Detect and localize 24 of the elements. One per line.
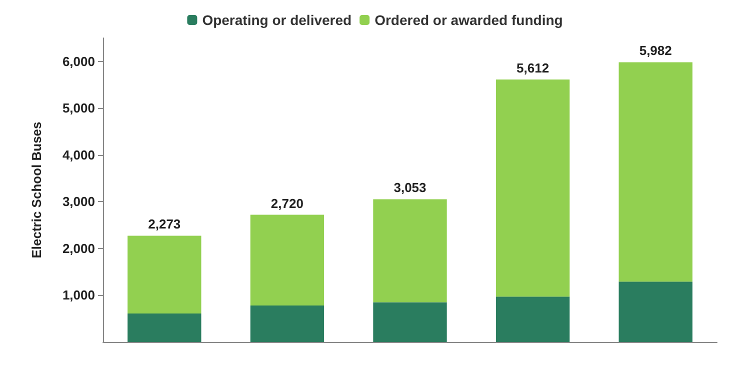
legend-label: Operating or delivered bbox=[202, 12, 352, 28]
total-label: 5,982 bbox=[639, 43, 672, 58]
y-axis-title: Electric School Buses bbox=[29, 122, 44, 258]
bar bbox=[128, 236, 202, 314]
y-tick-label: 2,000 bbox=[62, 240, 95, 256]
bar bbox=[373, 302, 447, 342]
total-label: 3,053 bbox=[394, 180, 426, 196]
bar bbox=[496, 296, 570, 342]
bar bbox=[373, 199, 447, 302]
bar bbox=[128, 313, 202, 342]
total-label: 2,273 bbox=[148, 216, 181, 232]
total-label: 5,612 bbox=[516, 60, 550, 76]
y-tick-label: 5,000 bbox=[62, 100, 95, 116]
total-label: 2,720 bbox=[270, 196, 304, 211]
bar bbox=[250, 306, 324, 342]
y-tick-label: 1,000 bbox=[62, 288, 95, 303]
y-tick-label: 4,000 bbox=[62, 147, 95, 162]
bar bbox=[618, 62, 692, 282]
bar bbox=[618, 282, 692, 342]
y-tick-label: 6,000 bbox=[62, 54, 95, 69]
y-tick-label: 3,000 bbox=[62, 194, 95, 210]
bar bbox=[496, 80, 570, 297]
bar bbox=[250, 214, 324, 306]
legend-label: Ordered or awarded funding bbox=[374, 12, 563, 28]
